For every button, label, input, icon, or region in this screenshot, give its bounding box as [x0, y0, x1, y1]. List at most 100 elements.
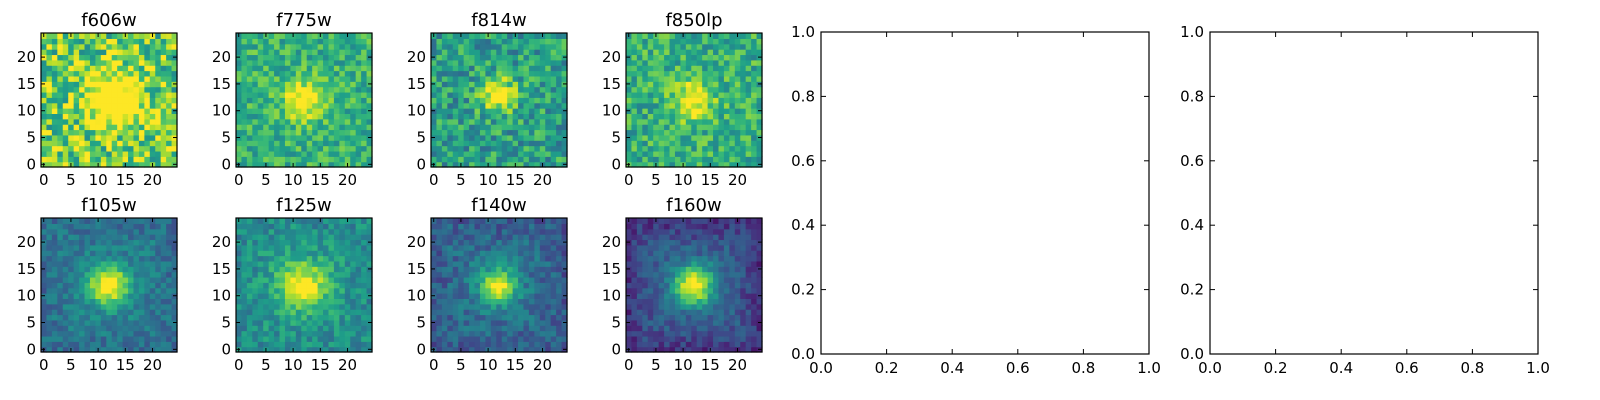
heatmap-cell [366, 118, 373, 125]
heatmap-cell [431, 140, 438, 147]
heatmap-cell [79, 134, 86, 141]
heatmap-cell [463, 156, 470, 163]
heatmap-cell [436, 161, 443, 168]
heatmap-cell [691, 134, 698, 141]
heatmap-cell [333, 102, 340, 109]
heatmap-cell [490, 97, 497, 104]
heatmap-cell [252, 134, 259, 141]
heatmap-cell [312, 287, 319, 294]
heatmap-cell [290, 325, 297, 332]
heatmap-cell [734, 271, 741, 278]
heatmap-cell [496, 33, 503, 39]
heatmap-cell [490, 287, 497, 294]
heatmap-cell [51, 260, 58, 267]
heatmap-cell [252, 218, 259, 224]
heatmap-cell [556, 271, 563, 278]
heatmap-cell [279, 161, 286, 168]
heatmap-cell [328, 309, 335, 316]
heatmap-cell [306, 244, 313, 251]
heatmap-cell [647, 91, 654, 98]
heatmap-cell [636, 113, 643, 120]
heatmap-cell [745, 314, 752, 321]
heatmap-cell [252, 81, 259, 88]
heatmap-cell [312, 341, 319, 348]
heatmap-cell [528, 287, 535, 294]
heatmap-cell [507, 319, 514, 326]
heatmap-cell [647, 161, 654, 168]
heatmap-cell [740, 54, 747, 61]
heatmap-cell [534, 140, 541, 147]
heatmap-cell [117, 113, 124, 120]
heatmap-cell [561, 75, 568, 82]
heatmap-cell [702, 97, 709, 104]
heatmap-cell [257, 330, 264, 337]
heatmap-cell [284, 314, 291, 321]
heatmap-cell [89, 260, 96, 267]
heatmap-cell [306, 234, 313, 241]
heatmap-cell [79, 91, 86, 98]
heatmap-cell [79, 319, 86, 326]
heatmap-cell [479, 346, 486, 353]
heatmap-cell [274, 54, 281, 61]
heatmap-cell [306, 129, 313, 136]
heatmap-cell [431, 102, 438, 109]
heatmap-cell [290, 156, 297, 163]
heatmap-cell [252, 330, 259, 337]
heatmap-cell [550, 228, 557, 235]
heatmap-cell [160, 134, 167, 141]
heatmap-cell [723, 59, 730, 66]
heatmap-cell [62, 335, 69, 342]
heatmap-cell [664, 108, 671, 114]
heatmap-cell [441, 150, 448, 157]
heatmap-cell [523, 330, 530, 337]
heatmap-cell [323, 282, 330, 289]
heatmap-cell [155, 81, 162, 88]
heatmap-cell [756, 91, 763, 98]
heatmap-cell [756, 271, 763, 278]
heatmap-cell [344, 81, 351, 88]
heatmap-cell [729, 309, 736, 316]
heatmap-cell [138, 255, 145, 262]
heatmap-cell [756, 145, 763, 152]
heatmap-cell [312, 86, 319, 93]
heatmap-cell [241, 228, 248, 235]
heatmap-cell [685, 282, 692, 289]
heatmap-cell [236, 309, 243, 316]
heatmap-cell [479, 38, 486, 45]
heatmap-cell [149, 108, 156, 114]
heatmap-cell [556, 314, 563, 321]
heatmap-cell [501, 255, 508, 262]
heatmap-cell [479, 228, 486, 235]
heatmap-cell [653, 43, 660, 50]
heatmap-cell [550, 81, 557, 88]
heatmap-cell [95, 244, 102, 251]
heatmap-cell [545, 330, 552, 337]
heatmap-cell [263, 140, 270, 147]
heatmap-cell [556, 102, 563, 109]
heatmap-cell [751, 140, 758, 147]
heatmap-cell [685, 43, 692, 50]
heatmap-cell [528, 33, 535, 39]
heatmap-cell [490, 91, 497, 98]
heatmap-cell [133, 314, 140, 321]
heatmap-cell [306, 70, 313, 77]
heatmap-cell [279, 287, 286, 294]
heatmap-cell [469, 287, 476, 294]
heatmap-cell [653, 303, 660, 310]
heatmap-cell [73, 59, 80, 66]
heatmap-cell [312, 325, 319, 332]
heatmap-cell [680, 59, 687, 66]
heatmap-cell [122, 271, 129, 278]
heatmap-cell [79, 266, 86, 273]
heatmap-cell [626, 314, 633, 321]
heatmap-cell [350, 218, 357, 224]
heatmap-cell [171, 218, 178, 224]
heatmap-cell [290, 124, 297, 131]
heatmap-cell [463, 129, 470, 136]
heatmap-cell [523, 218, 530, 224]
heatmap-cell [534, 38, 541, 45]
heatmap-cell [664, 287, 671, 294]
heatmap-cell [642, 303, 649, 310]
heatmap-cell [166, 118, 173, 125]
heatmap-cell [674, 70, 681, 77]
